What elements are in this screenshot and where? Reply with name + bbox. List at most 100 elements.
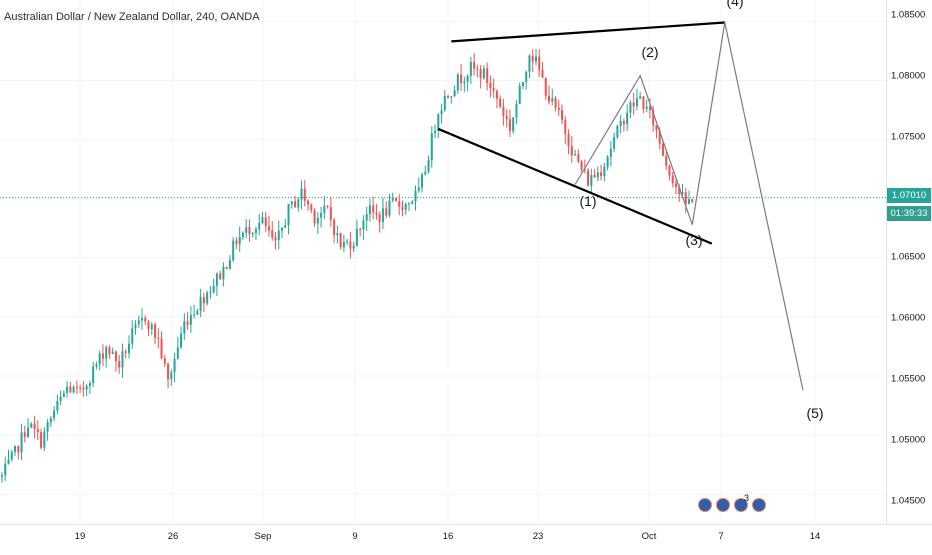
candle-body	[157, 337, 160, 339]
candle-body	[238, 236, 241, 245]
candle-body	[131, 328, 134, 344]
candle-body	[222, 266, 225, 280]
candle-body	[375, 212, 378, 215]
candle-body	[541, 69, 544, 78]
candle-body	[105, 347, 108, 359]
candle-body	[14, 446, 17, 452]
economic-event-icon[interactable]	[734, 498, 748, 512]
economic-event-icon[interactable]	[752, 498, 766, 512]
candle-body	[294, 201, 297, 208]
candle-body	[658, 130, 661, 144]
price-tick-label: 1.04500	[891, 495, 926, 507]
candle-body	[193, 314, 196, 316]
candle-body	[469, 61, 472, 77]
candle-body	[499, 98, 502, 107]
candle-body	[528, 55, 531, 72]
candle-body	[92, 366, 95, 384]
candle-body	[407, 203, 411, 205]
candle-body	[531, 55, 534, 62]
candle-body	[290, 201, 293, 205]
chart-title: Australian Dollar / New Zealand Dollar, …	[4, 11, 260, 23]
time-tick-label: 23	[532, 531, 544, 542]
candle-body	[88, 383, 91, 386]
wave-label-2: (2)	[641, 44, 659, 60]
wave-label-5: (5)	[806, 405, 824, 421]
candle-body	[600, 172, 603, 177]
candle-body	[626, 112, 629, 125]
candle-body	[574, 154, 577, 156]
candle-body	[4, 463, 7, 476]
candle-body	[160, 338, 163, 359]
candle-body	[124, 351, 127, 353]
candle-body	[248, 227, 251, 235]
economic-event-icon[interactable]	[716, 498, 730, 512]
candle-body	[183, 321, 186, 334]
candle-body	[59, 396, 62, 401]
wave-label-3: (3)	[685, 232, 703, 248]
candle-body	[0, 475, 4, 477]
candle-body	[691, 199, 694, 202]
economic-event-icon[interactable]	[698, 498, 712, 512]
candle-body	[635, 98, 638, 107]
candle-body	[271, 230, 274, 238]
candle-body	[267, 226, 271, 231]
candle-body	[316, 217, 319, 224]
candle-body	[554, 98, 557, 108]
candle-body	[609, 148, 612, 157]
time-tick-label: 14	[809, 531, 821, 542]
candle-body	[235, 240, 238, 245]
price-tick-label: 1.07500	[891, 131, 926, 143]
candle-body	[7, 459, 10, 464]
candle-body	[577, 154, 580, 162]
candle-body	[652, 109, 655, 126]
candle-body	[10, 451, 13, 460]
candle-body	[245, 227, 248, 233]
candle-body	[167, 363, 170, 380]
candle-body	[170, 372, 173, 380]
candle-body	[460, 74, 463, 84]
candle-body	[567, 133, 570, 147]
candle-body	[629, 102, 632, 113]
candle-body	[206, 292, 209, 304]
candle-body	[46, 422, 49, 432]
candle-body	[622, 121, 625, 125]
candle-body	[114, 351, 117, 361]
candle-body	[437, 114, 440, 132]
time-axis[interactable]	[0, 524, 932, 551]
candle-body	[473, 61, 476, 69]
candle-body	[303, 188, 306, 201]
candle-body	[365, 214, 368, 221]
candle-body	[583, 169, 586, 171]
candle-body	[66, 386, 69, 393]
candle-body	[368, 205, 371, 215]
price-tick-label: 1.06000	[891, 312, 926, 324]
time-tick-label: 26	[167, 531, 179, 542]
candle-body	[56, 400, 59, 411]
candle-body	[619, 121, 622, 127]
candle-body	[346, 241, 349, 243]
candle-body	[53, 410, 56, 419]
candle-body	[49, 418, 52, 423]
candle-body	[277, 230, 280, 241]
candle-body	[440, 110, 443, 115]
candle-body	[443, 95, 446, 111]
upper-trendline	[451, 21, 725, 43]
time-tick-label: 16	[442, 531, 454, 542]
candle-body	[144, 317, 147, 322]
candle-body	[417, 187, 420, 191]
candle-body	[108, 347, 111, 355]
candle-body	[320, 213, 323, 218]
candle-body	[355, 228, 358, 246]
candle-body	[300, 188, 303, 200]
price-axis[interactable]	[886, 0, 932, 524]
candle-body	[388, 200, 391, 216]
candle-body	[489, 82, 492, 89]
candle-body	[674, 183, 678, 188]
candle-body	[486, 68, 489, 83]
candle-body	[561, 110, 564, 121]
candle-body	[590, 174, 593, 186]
candle-body	[424, 171, 427, 175]
candle-body	[30, 423, 33, 428]
